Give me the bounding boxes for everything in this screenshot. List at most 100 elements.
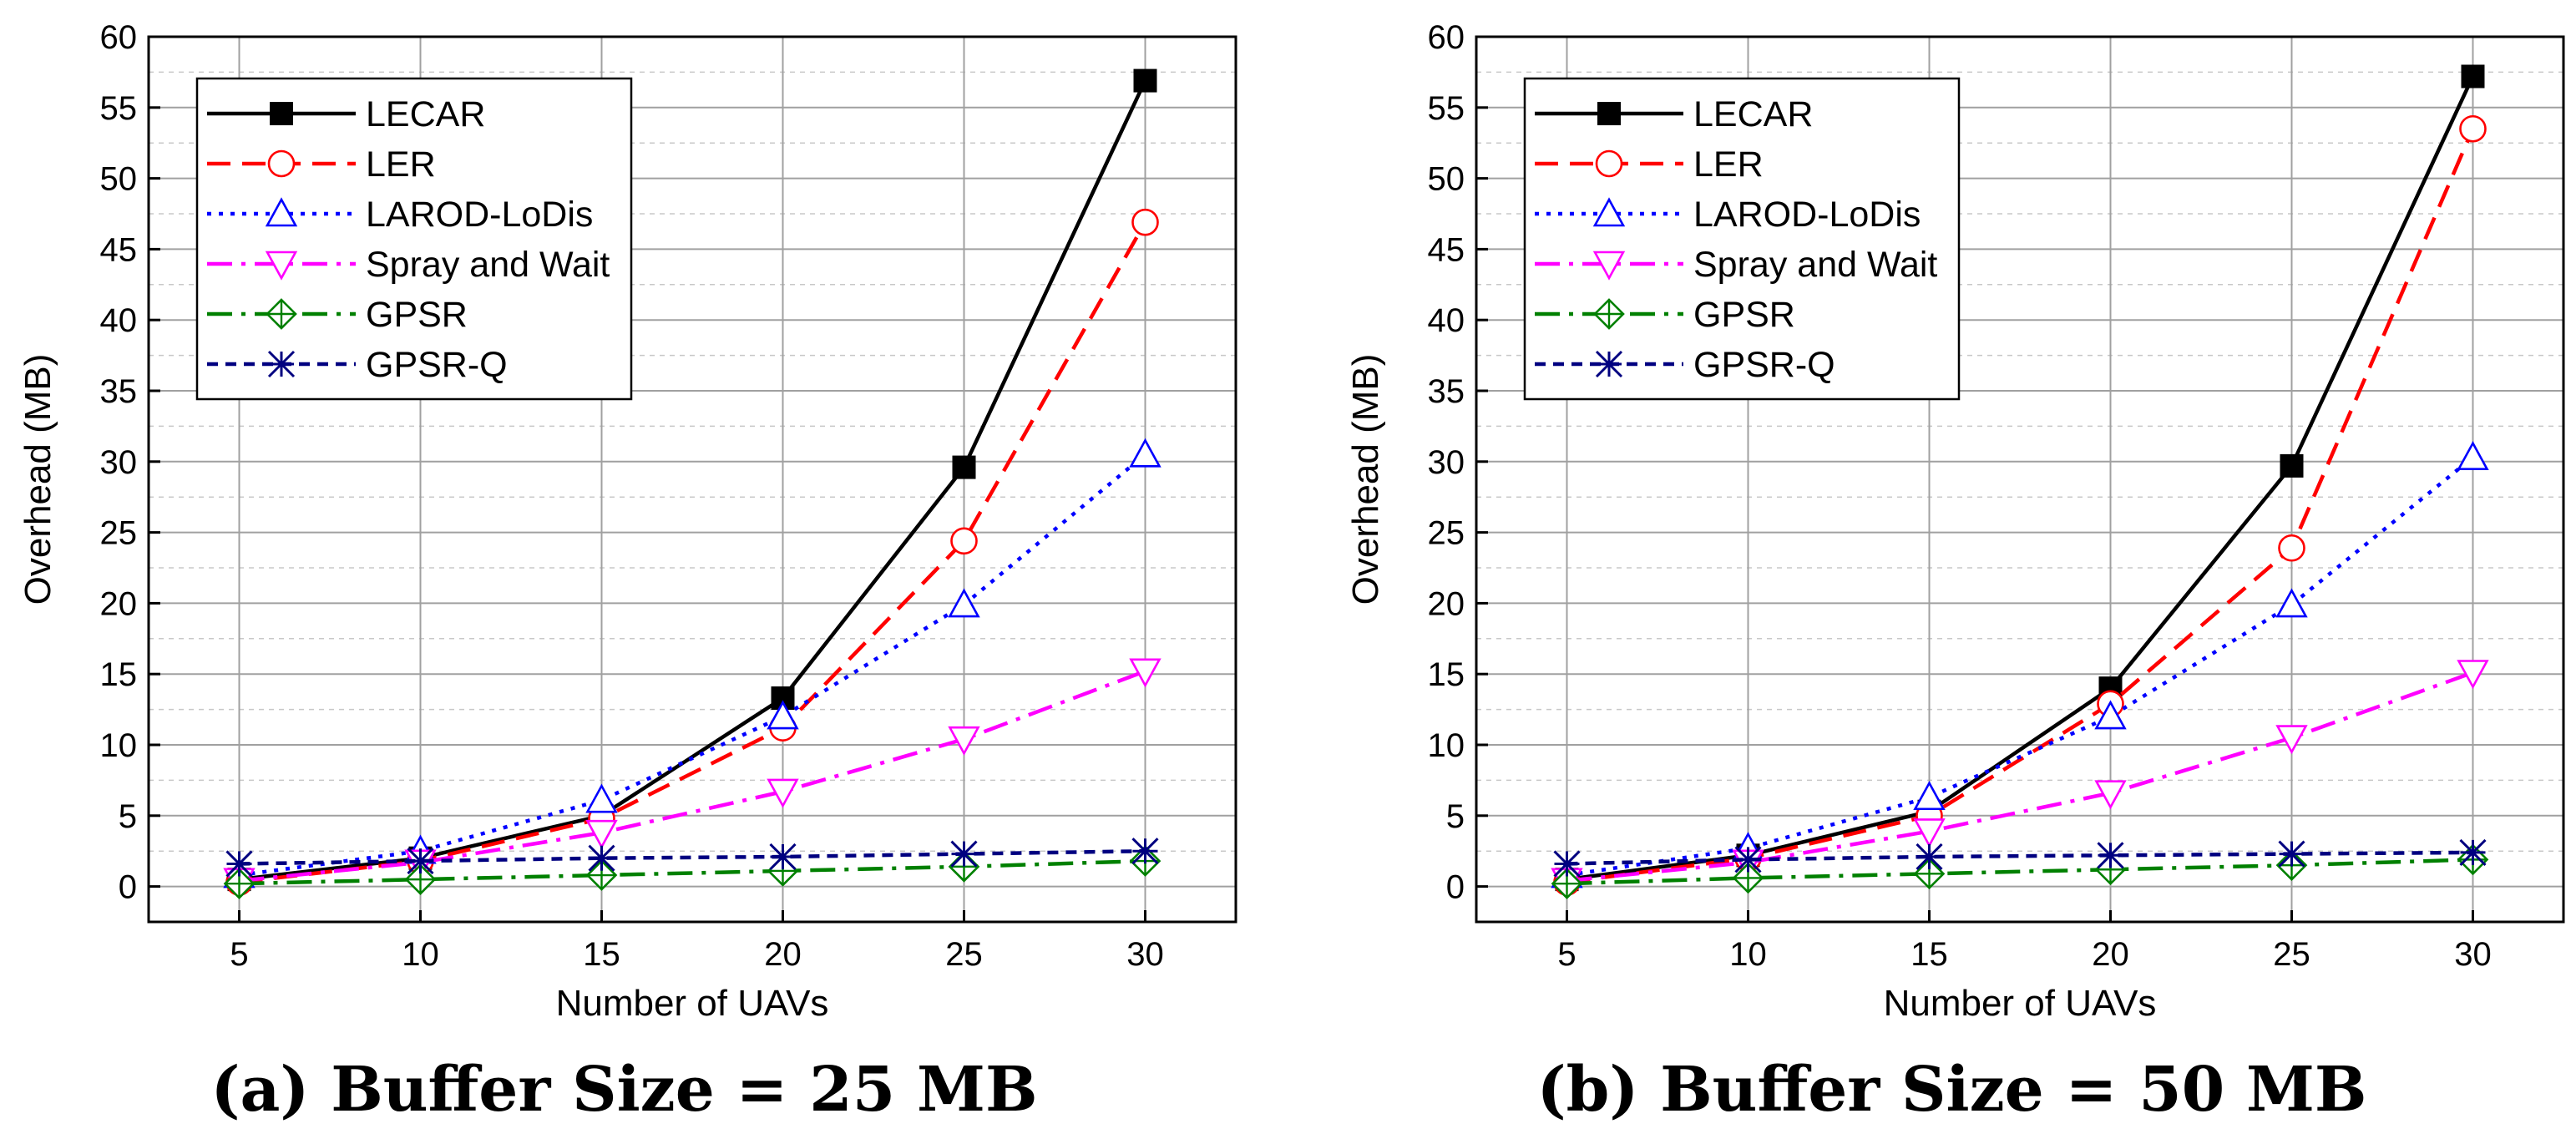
legend-marker <box>270 102 293 125</box>
legend-item-spray-and-wait: Spray and Wait <box>207 245 610 285</box>
legend-marker <box>1597 102 1621 125</box>
data-point <box>2461 64 2485 89</box>
data-point <box>585 819 618 849</box>
y-tick-label: 0 <box>1446 869 1465 906</box>
series-line-gpsr <box>1566 858 2473 886</box>
legend-marker <box>266 298 297 330</box>
data-point <box>407 848 434 875</box>
series-line-spray-and-wait <box>239 669 1146 883</box>
y-tick-label: 45 <box>1428 231 1465 268</box>
data-point <box>1129 658 1161 688</box>
y-tick-label: 15 <box>100 656 138 693</box>
data-point <box>588 844 615 872</box>
legend-label: Spray and Wait <box>366 245 610 285</box>
legend-item-lecar: LECAR <box>1535 94 1813 134</box>
legend-marker <box>265 251 298 281</box>
data-point <box>767 778 799 808</box>
data-point <box>950 527 978 555</box>
legend-item-lecar: LECAR <box>207 94 485 134</box>
data-point <box>948 726 980 756</box>
legend-item-ler: LER <box>1535 144 1764 185</box>
series-line-spray-and-wait <box>1566 671 2474 883</box>
y-tick-label: 5 <box>1446 798 1465 835</box>
data-point <box>1913 781 1946 811</box>
y-tick-label: 55 <box>1428 90 1465 127</box>
chart-a: 0 5 10 15 20 25 30 35 40 45 50 55 60 5 10 15 20 25 30 Numbe… <box>18 19 1237 1024</box>
data-point <box>2280 453 2304 478</box>
data-point <box>1916 843 1943 871</box>
data-point <box>1133 68 1157 93</box>
y-tick-label: 35 <box>100 373 138 410</box>
y-tick-label: 25 <box>1428 515 1465 552</box>
y-tick-label: 10 <box>1428 727 1465 764</box>
data-point <box>1131 838 1159 865</box>
series-line-ler <box>1566 128 2475 884</box>
legend-label: GPSR <box>1693 295 1795 335</box>
caption-a: (a) Buffer Size = 25 MB <box>210 1054 1038 1126</box>
legend-item-gpsr: GPSR <box>207 295 468 335</box>
legend-marker <box>1592 251 1626 281</box>
data-point <box>2457 660 2489 690</box>
legend-label: GPSR-Q <box>1693 345 1835 385</box>
legend: LECAR LER LAROD-LoDis Spray and Wait GPSR GPS… <box>1523 77 1961 401</box>
legend-marker <box>265 197 298 227</box>
x-tick-label: 30 <box>1126 936 1164 973</box>
x-tick-label: 20 <box>764 936 802 973</box>
x-tick-label: 25 <box>2273 936 2310 973</box>
legend-box <box>1523 77 1961 401</box>
legend-label: LER <box>366 144 436 185</box>
caption-b: (b) Buffer Size = 50 MB <box>1536 1054 2367 1126</box>
y-tick-label: 40 <box>100 302 138 339</box>
series-spray-and-wait <box>1551 660 2489 898</box>
y-tick-label: 0 <box>119 869 137 906</box>
y-axis-label: Overhead (MB) <box>1345 354 1386 605</box>
legend-label: LER <box>1693 144 1764 185</box>
data-point <box>1734 846 1762 873</box>
data-point <box>2094 700 2127 730</box>
legend-item-ler: LER <box>207 144 436 185</box>
y-tick-label: 20 <box>1428 585 1465 622</box>
series-line-gpsr-q <box>1566 850 2473 866</box>
y-tick-label: 35 <box>1428 373 1465 410</box>
legend-marker <box>1593 298 1625 330</box>
chart-b: 0 5 10 15 20 25 30 35 40 45 50 55 60 5 10 15 20 25 30 Numbe… <box>1345 19 2565 1024</box>
data-point <box>2457 441 2489 471</box>
data-point <box>1129 438 1161 468</box>
data-point <box>950 840 978 868</box>
x-axis-label: Number of UAVs <box>1884 983 2157 1024</box>
y-tick-label: 45 <box>100 231 138 268</box>
legend-label: GPSR <box>366 295 468 335</box>
plot-frame <box>1475 35 2565 924</box>
legend-label: GPSR-Q <box>366 345 508 385</box>
x-tick-label: 30 <box>2454 936 2492 973</box>
y-tick-label: 60 <box>100 19 138 56</box>
legend-item-spray-and-wait: Spray and Wait <box>1535 245 1937 285</box>
legend-marker <box>267 350 296 378</box>
legend-item-gpsr: GPSR <box>1535 295 1795 335</box>
y-tick-label: 50 <box>1428 161 1465 198</box>
x-tick-label: 20 <box>2092 936 2129 973</box>
series-gpsr-q <box>1553 838 2487 878</box>
chart-panel-b: 0 5 10 15 20 25 30 35 40 45 50 55 60 5 10 15 20 25 30 Numbe… <box>1328 0 2576 1035</box>
legend-box <box>195 77 633 401</box>
series-larod-lodis <box>1551 441 2489 888</box>
y-axis-label: Overhead (MB) <box>18 354 58 605</box>
y-tick-label: 50 <box>100 161 138 198</box>
y-tick-label: 55 <box>100 90 138 127</box>
legend-label: LAROD-LoDis <box>1693 195 1921 235</box>
legend-item-gpsr-q: GPSR-Q <box>1535 345 1835 385</box>
y-tick-label: 30 <box>1428 444 1465 481</box>
data-point <box>948 588 980 618</box>
data-point <box>585 783 618 813</box>
legend-label: LAROD-LoDis <box>366 195 593 235</box>
y-tick-label: 20 <box>100 585 138 622</box>
chart-panel-a: 0 5 10 15 20 25 30 35 40 45 50 55 60 5 10 15 20 25 30 Numbe… <box>0 0 1248 1035</box>
y-tick-label: 40 <box>1428 302 1465 339</box>
series-spray-and-wait <box>223 658 1161 898</box>
data-point <box>769 843 797 871</box>
data-point <box>2278 840 2305 868</box>
series-line-gpsr-q <box>239 848 1146 866</box>
legend-label: LECAR <box>1693 94 1813 134</box>
data-point <box>404 863 437 895</box>
legend-item-gpsr-q: GPSR-Q <box>207 345 508 385</box>
